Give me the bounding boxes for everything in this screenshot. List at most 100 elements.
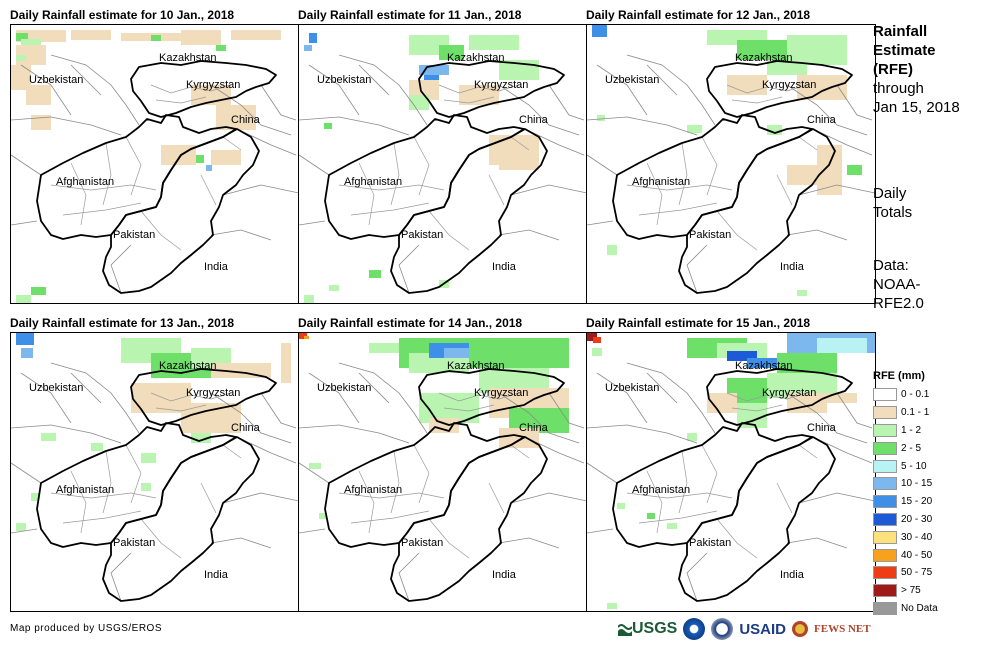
rainfall-patch [707,393,737,413]
rainfall-patch [369,343,399,353]
province-boundary [488,482,505,514]
legend-swatch [873,530,897,544]
province-boundary [488,174,505,206]
legend-item: 0 - 0.1 [873,386,938,404]
rainfall-patch [309,463,321,469]
country-label-china: China [807,422,837,434]
province-boundary [338,184,445,191]
admin-boundary [299,528,326,534]
rainfall-map: Kazakhstan Uzbekistan Kyrgyzstan China Afgha… [10,332,300,612]
province-boundary [50,492,157,499]
country-label-india: India [204,569,229,581]
province-boundary [140,518,182,559]
admin-boundary [210,537,272,549]
legend-item: 0.1 - 1 [873,404,938,422]
admin-boundary [222,184,299,196]
rainfall-patch [647,513,655,519]
rainfall-patch [304,336,309,339]
province-boundary [428,210,470,251]
usgs-logo: USGS [618,620,677,638]
admin-boundary [548,84,585,121]
country-border-central [130,368,277,426]
rainfall-patch [727,75,767,95]
country-label-india: India [492,261,517,273]
legend-label: 1 - 2 [901,424,922,436]
province-boundary [716,518,758,559]
province-boundary [731,96,783,104]
admin-boundary [587,424,698,444]
rainfall-patch [11,65,31,90]
rainfall-patch [299,333,307,339]
map-panel: Daily Rainfall estimate for 13 Jan., 201… [10,316,300,616]
admin-boundary [11,116,122,136]
admin-boundary [338,362,428,434]
admin-boundary [50,54,140,126]
legend-label: > 75 [901,585,921,597]
province-boundary [390,142,400,206]
admin-boundary [260,392,297,429]
rainfall-patch [587,333,597,341]
admin-boundary [236,436,297,464]
province-boundary [626,492,733,499]
rainfall-patch [141,453,156,463]
admin-boundary [510,184,587,196]
rainfall-patch [206,165,212,171]
dos-seal-icon [711,618,734,640]
country-border-central [706,60,853,118]
country-label-afghanistan: Afghanistan [344,484,402,496]
rainfall-patch [593,337,601,343]
rainfall-patch [797,290,807,296]
rainfall-patch [787,165,827,185]
admin-boundary [786,229,848,241]
province-boundary [358,162,375,226]
country-label-uzbekistan: Uzbekistan [29,382,83,394]
legend-item: 50 - 75 [873,564,938,582]
side-through: through [873,80,924,97]
map-panel-title: Daily Rainfall estimate for 11 Jan., 201… [298,8,522,22]
country-label-pakistan: Pakistan [113,537,155,549]
province-boundary [102,142,112,206]
legend-swatch [873,459,897,473]
province-boundary [798,444,818,459]
admin-boundary [587,154,618,176]
country-border-central [130,60,277,118]
province-boundary [726,392,808,402]
country-border-central [418,368,565,426]
admin-boundary [308,64,360,116]
admin-boundary [20,64,72,116]
legend-label: No Data [901,602,938,614]
legend-title: RFE (mm) [873,370,925,382]
province-boundary [222,444,242,459]
admin-boundary [587,220,614,226]
province-boundary [350,510,430,524]
rainfall-patch [727,351,757,361]
province-boundary [222,136,242,151]
rainfall-patch [16,33,28,41]
province-boundary [510,136,530,151]
rainfall-map: Kazakhstan Uzbekistan Kyrgyzstan China Afgha… [10,24,300,304]
rainfall-patch [16,55,26,61]
admin-boundary [812,128,873,156]
legend-label: 15 - 20 [901,496,933,508]
admin-boundary [11,462,42,484]
admin-boundary [50,362,140,434]
admin-boundary [587,528,614,534]
admin-boundary [299,154,330,176]
map-panel: Daily Rainfall estimate for 12 Jan., 201… [586,8,876,308]
map-panel: Daily Rainfall estimate for 15 Jan., 201… [586,316,876,616]
admin-boundary [524,436,585,464]
rainfall-patch [369,270,381,278]
legend-label: 20 - 30 [901,513,933,525]
country-border-pakistan [678,128,836,294]
rainfall-patch [409,95,429,110]
legend-swatch [873,406,897,420]
admin-boundary [398,552,420,602]
province-boundary [438,392,520,402]
admin-boundary [299,220,326,226]
map-panel-title: Daily Rainfall estimate for 13 Jan., 201… [10,316,235,330]
province-boundary [443,404,495,412]
province-boundary [50,184,157,191]
rainfall-patch [281,343,291,383]
admin-boundary [358,64,390,96]
province-boundary [358,470,375,534]
